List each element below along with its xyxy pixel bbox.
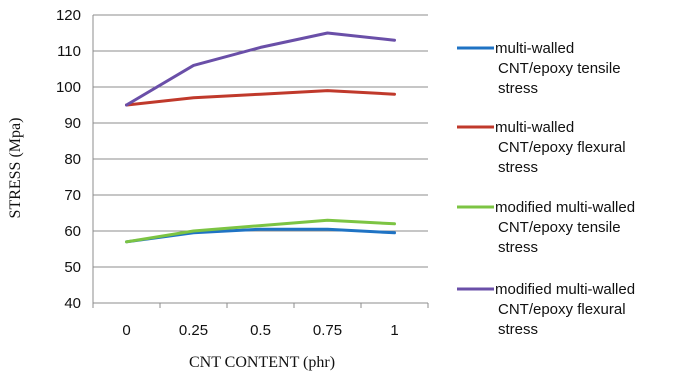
legend-label: multi-walled (495, 119, 574, 136)
legend-label: stress (498, 239, 538, 256)
x-tick-label: 0.5 (250, 322, 271, 339)
tick-labels: 40 50 60 70 80 90 100 110 120 0 0.25 0.5 0.75 1 (56, 7, 399, 339)
legend-label: CNT/epoxy flexural (498, 139, 626, 156)
legend-label: multi-walled (495, 40, 574, 57)
legend-label: CNT/epoxy tensile (498, 60, 621, 77)
x-tick-label: 1 (390, 322, 398, 339)
grid-lines (93, 14, 428, 304)
x-tick-label: 0.75 (313, 322, 342, 339)
x-axis-title: CNT CONTENT (phr) (189, 354, 335, 371)
y-tick-label: 60 (64, 223, 81, 240)
axes (92, 15, 429, 308)
legend-label: stress (498, 159, 538, 176)
x-tick-label: 0.25 (179, 322, 208, 339)
y-tick-label: 120 (56, 7, 81, 24)
y-tick-label: 40 (64, 295, 81, 312)
legend-label: CNT/epoxy flexural (498, 301, 626, 318)
y-tick-label: 50 (64, 259, 81, 276)
series-line-3 (125, 218, 396, 244)
y-tick-label: 80 (64, 151, 81, 168)
legend-label: modified multi-walled (495, 281, 635, 298)
y-tick-label: 110 (57, 43, 81, 60)
y-tick-label: 100 (56, 79, 81, 96)
series-line-2 (125, 89, 396, 107)
legend-label: modified multi-walled (495, 199, 635, 216)
y-axis-title: STRESS (Mpa) (7, 118, 24, 219)
legend-label: stress (498, 321, 538, 338)
x-tick-label: 0 (122, 322, 130, 339)
y-tick-label: 70 (64, 187, 81, 204)
series-lines (125, 31, 396, 244)
y-tick-label: 90 (64, 115, 81, 132)
legend-label: CNT/epoxy tensile (498, 219, 621, 236)
legend-label: stress (498, 80, 538, 97)
legend: multi-walled CNT/epoxy tensile stress multi… (457, 40, 635, 338)
series-line-4 (125, 31, 396, 107)
